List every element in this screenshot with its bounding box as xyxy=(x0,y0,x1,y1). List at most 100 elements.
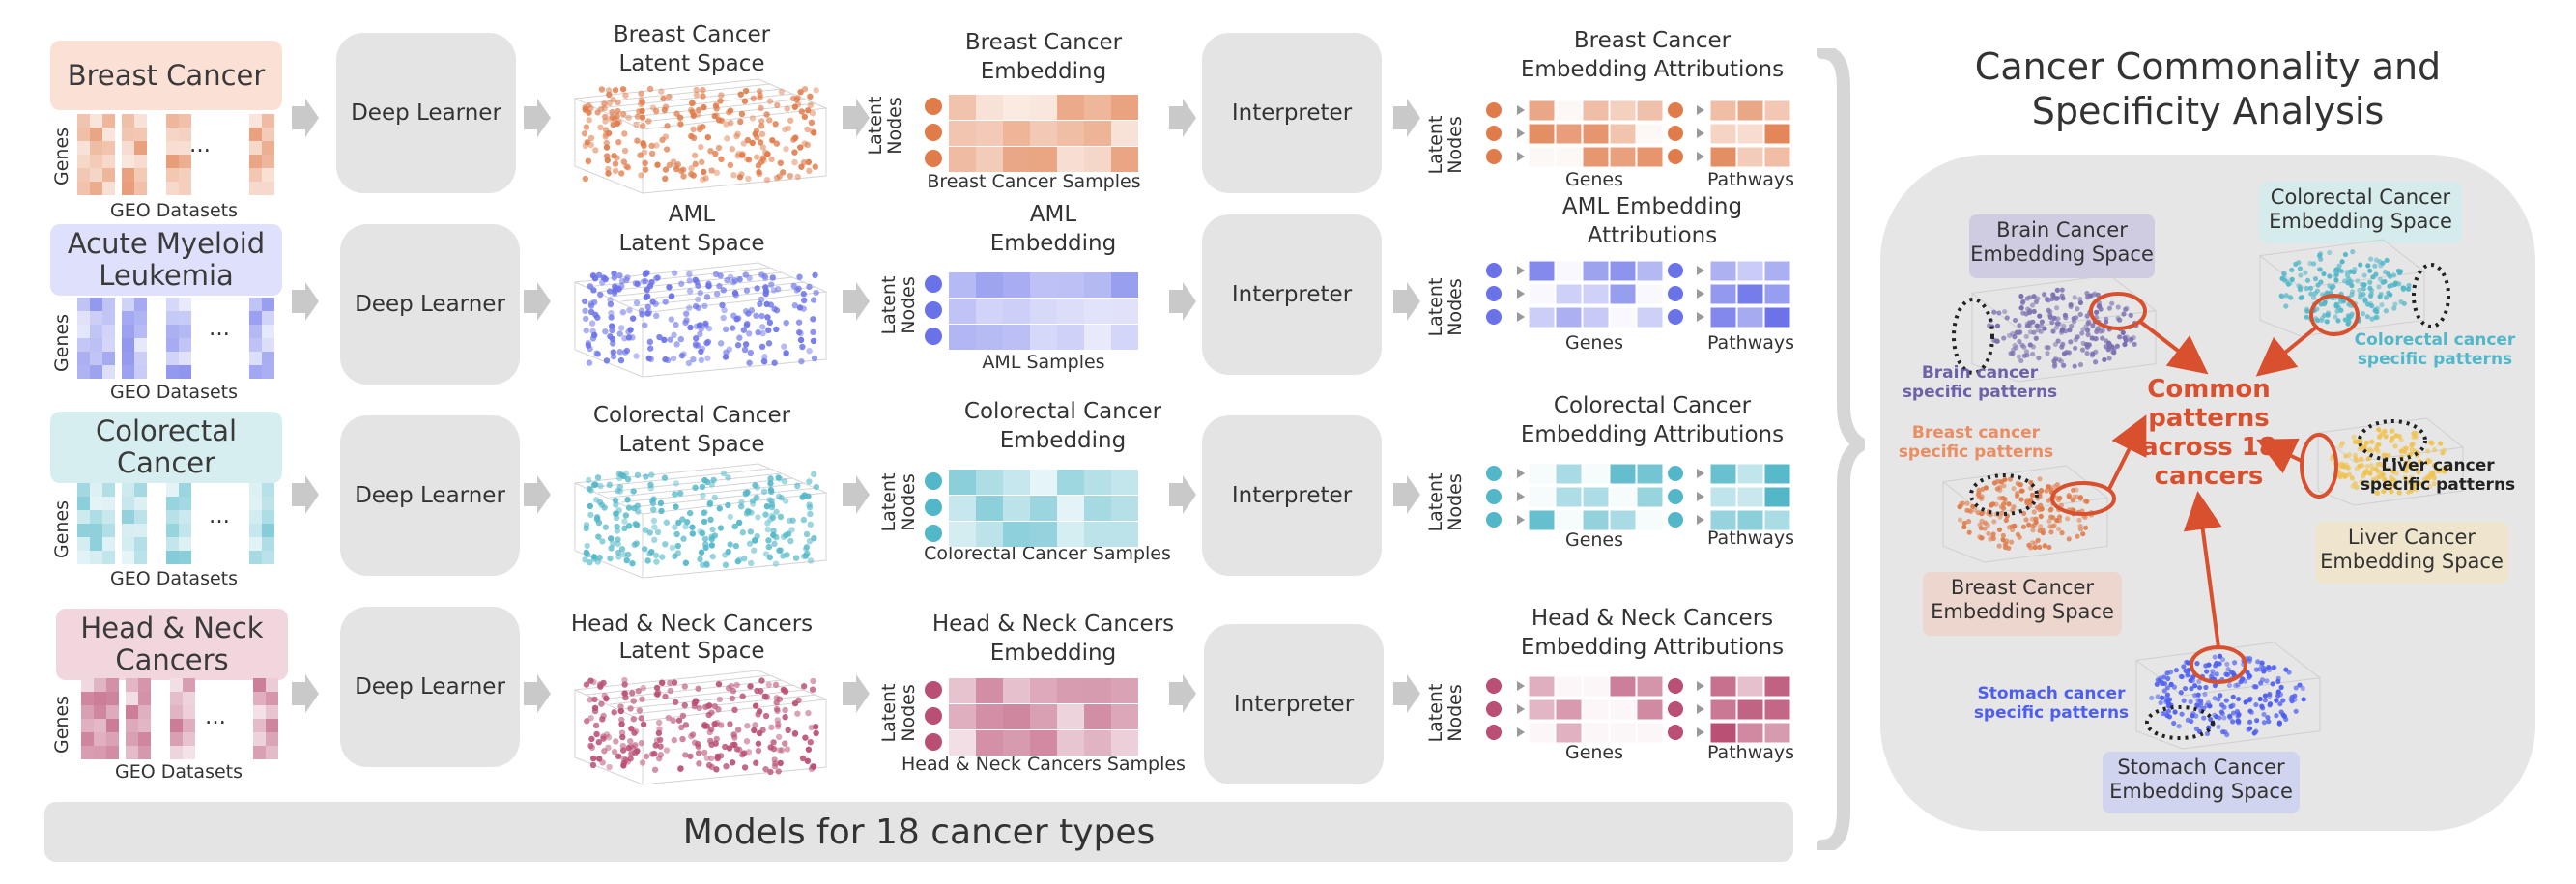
latent-point xyxy=(599,716,606,723)
latent-point xyxy=(680,535,687,542)
latent-node-dot xyxy=(925,98,942,115)
latent-point xyxy=(672,699,679,705)
latent-point xyxy=(702,322,709,329)
gene-cell xyxy=(179,510,191,524)
latent-point xyxy=(589,761,597,769)
liver-cloud-point xyxy=(2389,428,2394,434)
latent-point xyxy=(712,150,719,157)
models-banner-text: Models for 18 cancer types xyxy=(682,812,1156,852)
flow-arrow-shape xyxy=(843,475,870,514)
stomach-cloud-point xyxy=(2155,694,2161,699)
brain-cloud-point xyxy=(2047,314,2053,320)
latent-point xyxy=(745,157,753,163)
latent-point xyxy=(727,721,733,727)
gene-attribution-cell xyxy=(1609,100,1637,122)
liver-cloud-frame xyxy=(2316,417,2465,506)
gene-attribution-cell xyxy=(1582,699,1610,721)
attribution-node-dot xyxy=(1486,725,1502,740)
liver-cloud-point xyxy=(2367,446,2373,453)
gene-expression-heatmap-headneck xyxy=(81,678,278,759)
attr-pathways-colorectal: Pathways xyxy=(1706,528,1795,549)
stomach-cloud-point xyxy=(2276,720,2282,726)
embedding-cell xyxy=(1030,678,1057,703)
latent-point xyxy=(635,508,642,515)
stomach-cloud-point xyxy=(2208,717,2214,723)
liver-cloud-point xyxy=(2447,464,2453,471)
embedding-cell xyxy=(1003,272,1030,298)
colorectal-cloud-point xyxy=(2281,271,2287,277)
latent-point xyxy=(743,738,751,745)
latent-point xyxy=(806,347,813,355)
gene-cell xyxy=(253,678,266,692)
latent-point xyxy=(726,346,733,353)
gene-cell xyxy=(179,311,191,325)
gene-cell xyxy=(77,311,90,325)
flow-arrow-icon xyxy=(1393,475,1420,514)
stomach-cloud-point xyxy=(2262,693,2269,699)
brain-cloud-point xyxy=(2079,330,2085,336)
latent-point xyxy=(651,750,658,757)
latent-point xyxy=(763,502,771,510)
brain-cloud-frame xyxy=(1970,274,2158,383)
small-arrow-icon xyxy=(1687,515,1704,525)
latent-point xyxy=(648,471,655,478)
brain-cloud-point xyxy=(2115,304,2121,310)
liver-cloud-point xyxy=(2438,441,2444,446)
brain-cloud-point xyxy=(2132,341,2137,347)
latent-point xyxy=(725,501,731,509)
breast-cloud-point xyxy=(2077,523,2083,529)
pathway-attribution-cell xyxy=(1709,283,1737,305)
pathway-attribution-cell xyxy=(1709,260,1737,282)
pathway-attribution-cell xyxy=(1736,722,1764,744)
latent-point xyxy=(775,733,783,741)
latent-point xyxy=(585,157,592,164)
embedding-cell xyxy=(1111,95,1138,120)
small-arrow-icon xyxy=(1505,469,1525,478)
colorectal-space-label: Colorectal Cancer Embedding Space xyxy=(2259,182,2462,243)
embedding-cell xyxy=(1030,730,1057,756)
gene-cell xyxy=(90,325,102,338)
latent-point xyxy=(649,104,657,111)
latent-point xyxy=(597,105,605,113)
breast-cloud-point xyxy=(2037,528,2043,533)
gene-cell xyxy=(138,719,151,732)
latent-point xyxy=(713,290,721,298)
stomach-cloud-point xyxy=(2281,713,2287,719)
latent-point xyxy=(642,159,648,167)
gene-cell xyxy=(77,497,90,510)
latent-point xyxy=(594,558,601,565)
breast-space-l2: Embedding Space xyxy=(1931,600,2114,623)
liver-cloud-point xyxy=(2343,472,2349,478)
latent-point xyxy=(655,719,663,727)
latent-point xyxy=(589,335,597,342)
embedding-cell xyxy=(1057,730,1084,756)
attribution-node-dot xyxy=(1486,286,1502,301)
gene-attribution-cell xyxy=(1528,260,1556,282)
latent-point xyxy=(663,146,671,153)
deep-learner-breast-label: Deep Learner xyxy=(351,100,501,126)
latent-point xyxy=(590,287,597,294)
liver-cloud-point xyxy=(2393,471,2399,476)
latent-point xyxy=(759,329,766,337)
geo-label-headneck: GEO Datasets xyxy=(114,761,243,783)
flow-arrow-shape xyxy=(524,674,551,713)
embedding-cell xyxy=(1084,95,1111,120)
latent-point xyxy=(780,533,787,540)
latent-point xyxy=(613,738,619,745)
liver-cloud-point xyxy=(2382,476,2388,482)
latent-point xyxy=(587,677,594,684)
latent-point xyxy=(758,677,765,684)
gene-cell xyxy=(179,537,191,551)
flow-arrow-icon xyxy=(524,282,551,321)
stomach-cloud-point xyxy=(2225,667,2231,672)
brain-cloud-point xyxy=(2051,315,2057,321)
latent-point xyxy=(727,513,734,521)
colorectal-title-line2: Cancer xyxy=(116,446,216,479)
brain-cloud-point xyxy=(2054,287,2060,293)
deep-learner-aml-label: Deep Learner xyxy=(355,292,505,317)
breast-cloud-point xyxy=(1991,519,1997,525)
brain-cloud-point xyxy=(2094,309,2100,315)
gene-cell xyxy=(122,311,134,325)
breast-cloud-point xyxy=(2048,529,2054,535)
embed-title-breast-l2: Embedding xyxy=(980,59,1107,84)
